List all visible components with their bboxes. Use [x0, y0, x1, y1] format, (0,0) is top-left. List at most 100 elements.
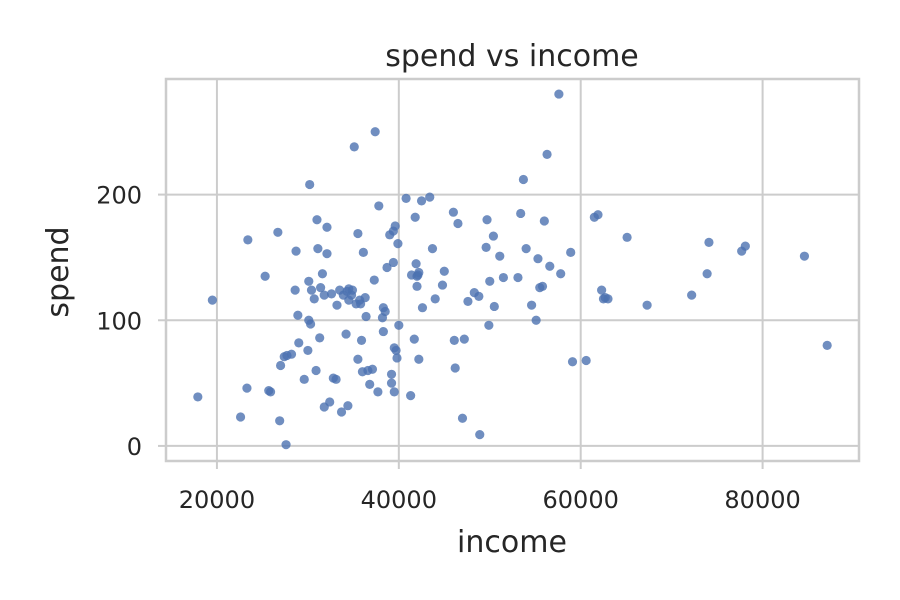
data-point: [303, 345, 313, 356]
data-point: [526, 300, 537, 310]
y-axis-label: spend: [41, 226, 76, 317]
data-point: [299, 374, 309, 384]
data-point: [545, 261, 555, 271]
data-point: [306, 319, 316, 329]
data-point: [459, 334, 469, 344]
data-point: [687, 290, 697, 300]
data-point: [414, 354, 424, 364]
data-point: [566, 247, 576, 258]
data-point: [702, 269, 712, 279]
data-point: [556, 269, 566, 279]
data-point: [481, 242, 491, 252]
data-point: [235, 412, 246, 422]
data-point: [312, 215, 322, 225]
data-point: [603, 294, 613, 304]
data-point: [305, 179, 315, 190]
data-point: [353, 354, 363, 364]
data-point: [409, 334, 419, 344]
data-point: [542, 149, 552, 159]
data-point: [294, 338, 304, 348]
data-point: [822, 340, 832, 350]
data-point: [412, 281, 422, 291]
data-point: [417, 303, 428, 313]
data-point: [360, 293, 370, 303]
chart-title: spend vs income: [385, 39, 639, 74]
data-point: [642, 300, 652, 310]
data-point: [343, 401, 353, 411]
data-point: [554, 89, 564, 99]
data-point: [388, 257, 398, 268]
data-point: [581, 355, 591, 366]
y-tick-label: 0: [127, 433, 142, 461]
plot-frame: [164, 77, 861, 463]
data-point: [242, 383, 252, 393]
data-point: [313, 244, 323, 254]
data-point: [425, 192, 435, 202]
data-point: [463, 296, 473, 307]
x-axis-label: income: [457, 525, 567, 560]
data-point: [373, 387, 383, 397]
data-point: [207, 295, 217, 305]
data-point: [275, 360, 286, 371]
data-point: [317, 269, 328, 279]
data-point: [391, 345, 401, 356]
x-tick-label: 40000: [361, 486, 437, 514]
data-point: [265, 387, 276, 397]
data-point: [394, 320, 404, 330]
data-point: [539, 216, 549, 226]
data-points: [193, 89, 832, 450]
data-point: [304, 276, 314, 286]
data-point: [411, 259, 421, 269]
tick-marks: [158, 193, 764, 469]
data-point: [367, 364, 378, 374]
data-point: [495, 251, 505, 261]
data-point: [325, 397, 335, 407]
data-point: [567, 357, 578, 367]
data-point: [286, 349, 297, 359]
data-point: [380, 306, 390, 317]
data-point: [401, 193, 411, 203]
data-point: [474, 291, 484, 301]
data-point: [322, 222, 332, 232]
data-point: [498, 272, 509, 283]
data-point: [306, 285, 317, 295]
data-point: [740, 241, 750, 251]
data-point: [370, 127, 380, 137]
data-point: [597, 285, 607, 295]
y-tick-label: 200: [96, 182, 142, 210]
data-point: [489, 301, 499, 312]
data-point: [457, 413, 468, 423]
data-point: [319, 290, 329, 300]
grid-lines: [166, 79, 859, 461]
data-point: [521, 244, 531, 254]
data-point: [513, 272, 523, 283]
data-point: [349, 142, 359, 152]
data-point: [193, 392, 203, 402]
data-point: [386, 378, 397, 388]
data-point: [414, 267, 424, 278]
data-point: [315, 333, 325, 343]
data-point: [531, 315, 541, 325]
data-point: [311, 365, 321, 376]
data-point: [369, 275, 379, 285]
data-point: [448, 207, 458, 217]
data-point: [365, 379, 375, 389]
data-point: [309, 294, 319, 304]
data-point: [390, 221, 400, 231]
tick-labels: 20000 40000 60000 80000 0 100 200: [96, 182, 801, 514]
x-tick-label: 80000: [724, 486, 800, 514]
x-tick-label: 20000: [179, 486, 255, 514]
data-point: [293, 310, 303, 320]
data-point: [437, 280, 448, 290]
data-point: [389, 387, 399, 397]
data-point: [332, 300, 342, 310]
data-point: [475, 430, 485, 440]
data-point: [410, 212, 420, 222]
data-point: [281, 440, 291, 450]
data-point: [347, 285, 358, 295]
data-point: [427, 244, 438, 254]
data-point: [453, 218, 463, 229]
data-point: [449, 335, 459, 345]
x-tick-label: 60000: [543, 486, 619, 514]
